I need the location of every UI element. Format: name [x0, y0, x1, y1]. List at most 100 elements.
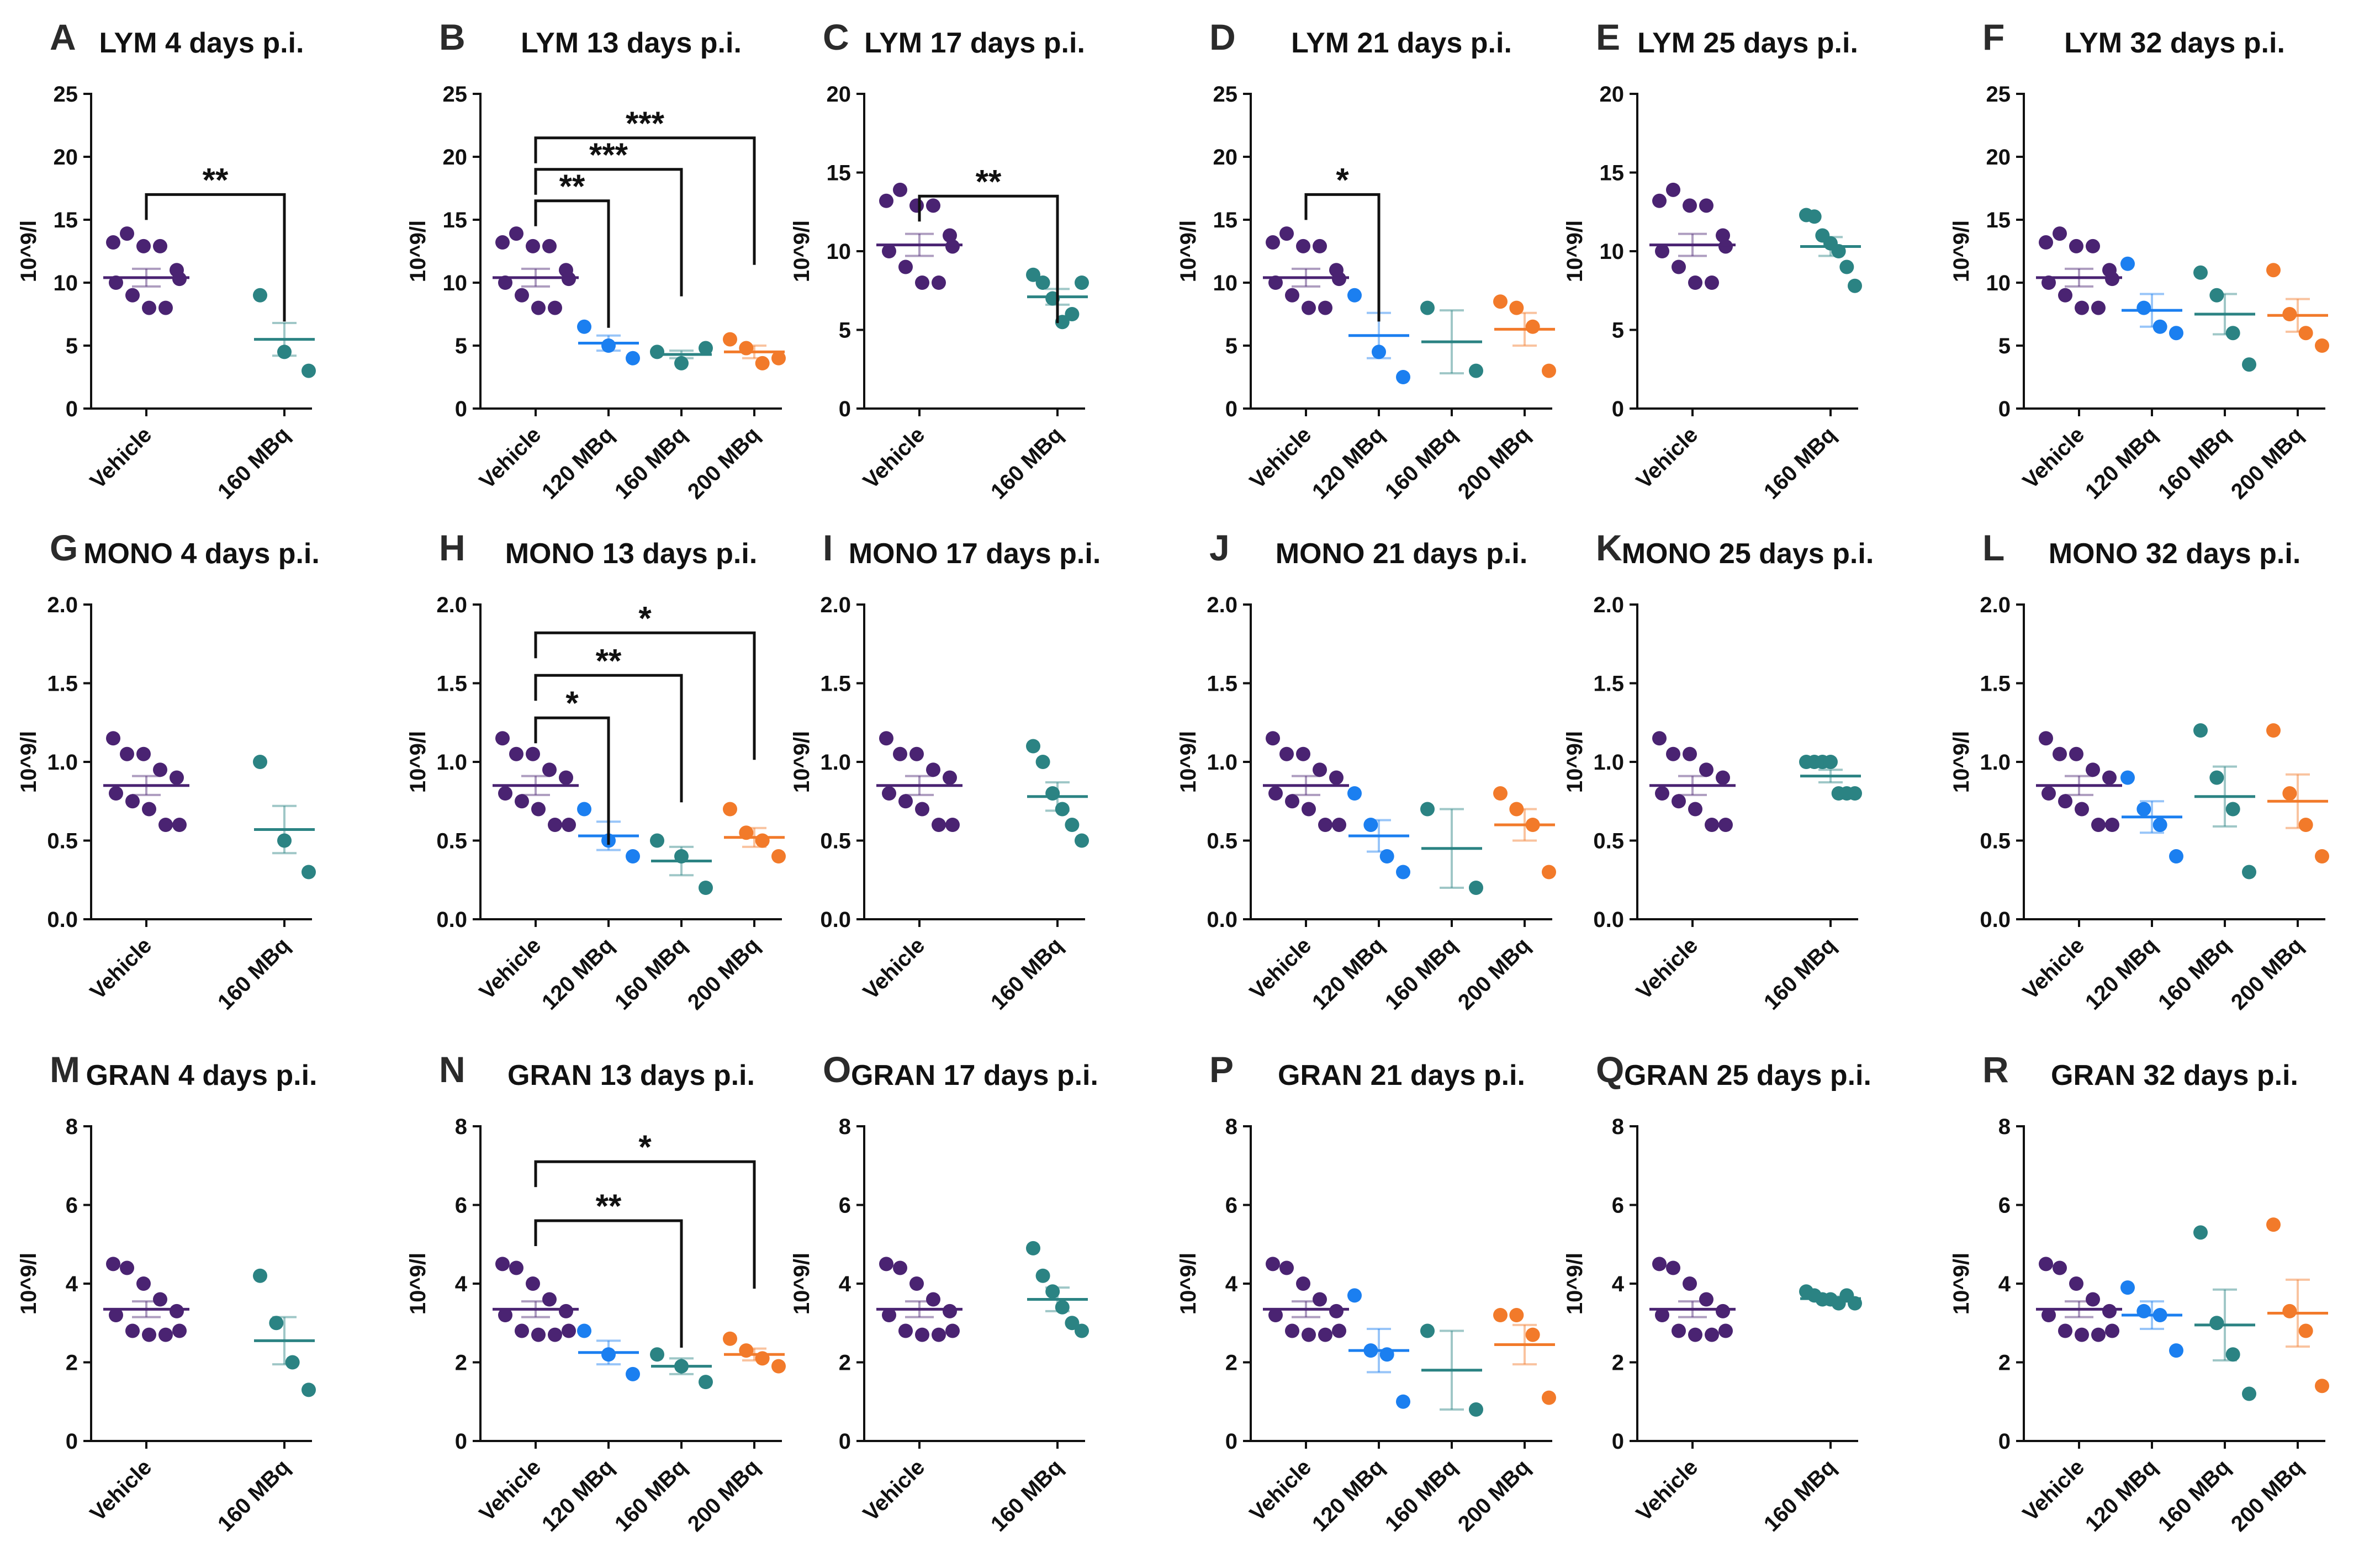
significance-bracket — [534, 136, 756, 265]
y-tick-label: 0.0 — [1980, 908, 2011, 932]
significance-label: * — [638, 1128, 652, 1165]
y-axis-label: 10^9/l — [1949, 220, 1974, 282]
data-point — [601, 1347, 616, 1362]
data-point — [2086, 1292, 2100, 1307]
y-tick-label: 1.5 — [436, 672, 467, 696]
data-point — [2069, 239, 2083, 253]
data-point — [1807, 209, 1822, 224]
data-point — [277, 345, 292, 359]
significance-label: * — [638, 600, 652, 637]
data-point — [1075, 1323, 1089, 1338]
y-tick-label: 6 — [1998, 1194, 2011, 1218]
data-point — [893, 182, 907, 197]
data-point — [626, 351, 640, 365]
panel-title: GRAN 13 days p.i. — [507, 1059, 755, 1092]
x-category-label: 200 MBq — [2226, 1455, 2308, 1536]
data-point — [2266, 263, 2281, 278]
data-point — [2041, 1308, 2056, 1322]
data-point — [1469, 1402, 1483, 1417]
data-point — [170, 770, 184, 785]
data-point — [1396, 370, 1410, 384]
y-axis-label: 10^9/l — [1563, 731, 1587, 793]
data-point — [2105, 1323, 2119, 1338]
data-point — [509, 226, 523, 241]
data-point — [2041, 786, 2056, 801]
y-tick-label: 0.5 — [1593, 829, 1624, 854]
data-point — [1302, 1327, 1316, 1342]
data-point — [498, 786, 512, 801]
y-tick-label: 0 — [1998, 397, 2011, 421]
data-point — [723, 802, 737, 817]
data-point — [2193, 1225, 2208, 1240]
panel-title: LYM 4 days p.i. — [99, 27, 304, 59]
significance-bracket — [145, 193, 286, 322]
data-point — [577, 1323, 591, 1338]
data-point — [2069, 746, 2083, 761]
x-category-label: Vehicle — [475, 933, 546, 1004]
data-point — [1055, 802, 1070, 817]
data-point — [879, 193, 893, 208]
data-point — [2091, 818, 2106, 832]
y-tick-label: 2.0 — [47, 593, 78, 617]
data-point — [125, 288, 140, 303]
y-tick-label: 6 — [455, 1194, 467, 1218]
data-point — [1716, 770, 1730, 785]
y-tick-label: 5 — [455, 334, 467, 358]
data-point — [495, 731, 510, 746]
data-point — [2152, 319, 2167, 334]
data-point — [495, 1257, 510, 1271]
panel-title: LYM 13 days p.i. — [521, 27, 742, 59]
data-point — [1035, 755, 1050, 769]
data-point — [2091, 1327, 2106, 1342]
data-point — [172, 1323, 187, 1338]
panel-letter: D — [1209, 17, 1236, 57]
data-point — [2266, 1217, 2281, 1232]
data-point — [2315, 849, 2329, 863]
data-point — [1542, 1390, 1556, 1405]
data-point — [1420, 802, 1435, 817]
y-tick-label: 2.0 — [1980, 593, 2011, 617]
y-tick-label: 5 — [1998, 334, 2011, 358]
y-tick-label: 8 — [66, 1115, 78, 1139]
y-tick-label: 2 — [66, 1351, 78, 1375]
data-point — [1493, 786, 1508, 801]
data-point — [526, 239, 540, 253]
significance-bracket — [534, 199, 610, 328]
data-point — [2282, 1304, 2297, 1318]
data-point — [898, 794, 913, 809]
panel-title: LYM 32 days p.i. — [2064, 27, 2285, 59]
data-point — [106, 731, 120, 746]
data-point — [142, 1327, 156, 1342]
y-axis-label: 10^9/l — [1563, 1253, 1587, 1315]
y-tick-label: 0.5 — [1980, 829, 2011, 854]
data-point — [926, 1292, 940, 1307]
x-category-label: Vehicle — [1632, 422, 1703, 494]
x-category-label: Vehicle — [859, 933, 930, 1004]
y-tick-label: 1.5 — [820, 672, 851, 696]
y-tick-label: 0.5 — [1207, 829, 1237, 854]
y-tick-label: 1.0 — [1593, 750, 1624, 775]
data-point — [1493, 294, 1508, 309]
significance-bracket — [534, 1219, 683, 1348]
data-point — [1469, 363, 1483, 378]
x-category-label: Vehicle — [1245, 422, 1316, 494]
data-point — [1332, 1323, 1346, 1338]
data-point — [2315, 1379, 2329, 1394]
x-category-label: Vehicle — [2018, 933, 2090, 1004]
x-category-label: 160 MBq — [1759, 422, 1840, 504]
data-point — [1279, 1260, 1294, 1275]
data-point — [302, 363, 316, 378]
x-category-label: Vehicle — [475, 1455, 546, 1526]
data-point — [1666, 746, 1680, 761]
panel-e: E LYM 25 days p.i. 0 5 10 15 20 10^9/l Vehicle 16… — [1563, 17, 1862, 504]
data-point — [771, 1359, 786, 1374]
data-point — [1848, 278, 1862, 293]
y-tick-label: 25 — [54, 82, 78, 107]
y-tick-label: 10 — [1600, 240, 1625, 264]
data-point — [755, 356, 770, 370]
data-point — [1705, 275, 1719, 290]
data-point — [495, 235, 510, 250]
panel-letter: J — [1209, 527, 1230, 568]
data-point — [531, 1327, 546, 1342]
